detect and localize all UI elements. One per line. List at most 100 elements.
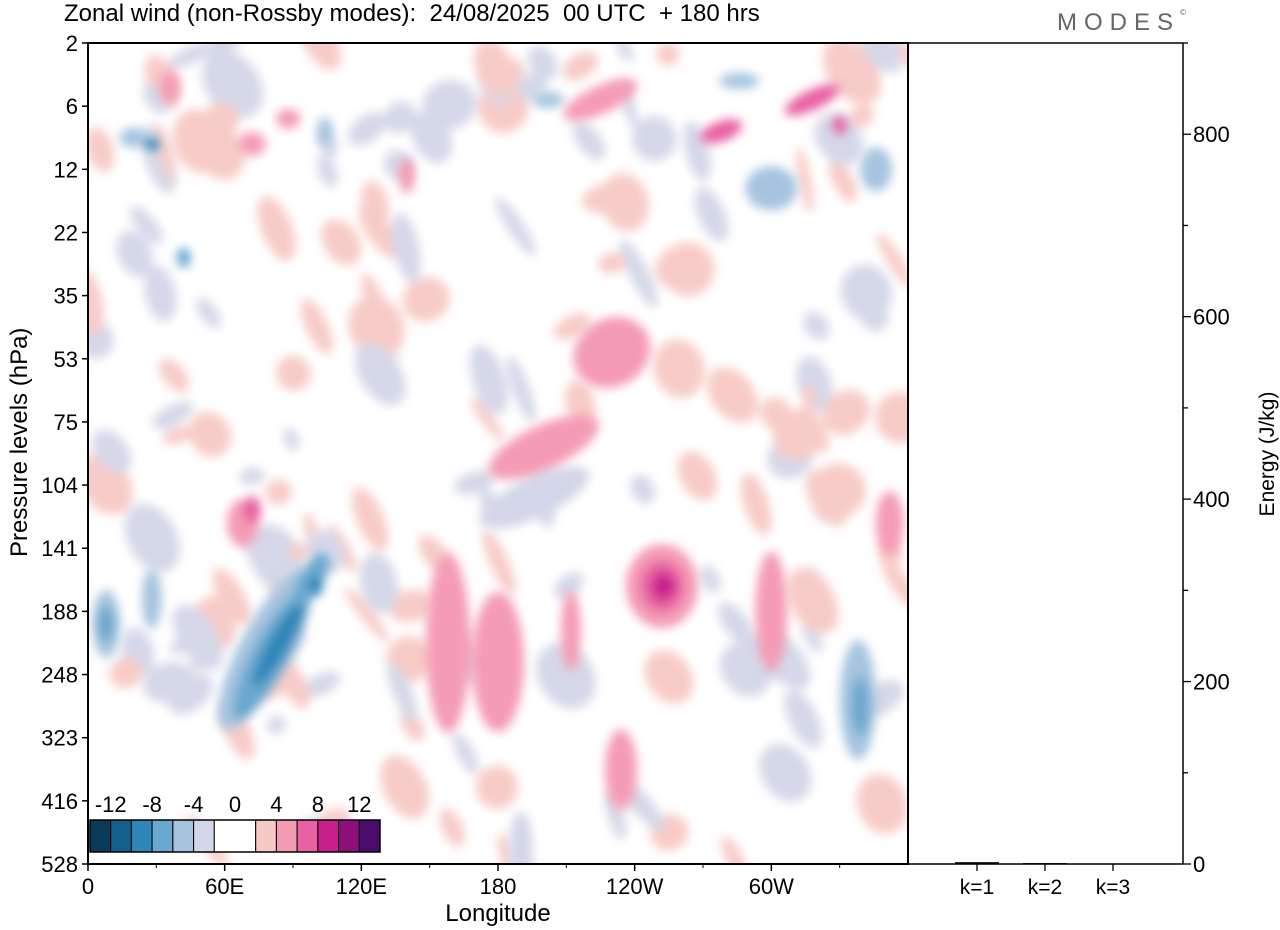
wind-patch xyxy=(656,43,680,66)
wind-core xyxy=(243,496,261,525)
energy-category-label: k=2 xyxy=(1028,876,1062,899)
wind-patch xyxy=(380,755,430,819)
heatmap-cores xyxy=(92,71,904,864)
colorbar-swatch xyxy=(317,819,340,853)
wind-patch xyxy=(348,295,405,360)
energy-tick-label: 800 xyxy=(1193,122,1230,147)
y-axis-label: Pressure levels (hPa) xyxy=(6,327,33,557)
wind-patch xyxy=(195,298,222,329)
wind-patch xyxy=(383,101,417,134)
wind-patch xyxy=(387,662,418,722)
wind-core xyxy=(276,108,301,129)
wind-patch xyxy=(359,553,399,614)
wind-patch xyxy=(719,642,771,697)
colorbar-swatch xyxy=(338,819,360,853)
colorbar-swatch xyxy=(358,819,381,853)
logo-mark: © xyxy=(1180,8,1186,17)
wind-patch xyxy=(143,662,196,704)
y-tick-label: 53 xyxy=(54,347,78,372)
wind-patch xyxy=(91,429,132,473)
wind-core xyxy=(700,119,743,144)
energy-bar-k=2 xyxy=(1023,863,1067,865)
colorbar-frame xyxy=(89,819,381,853)
y-tick-label: 12 xyxy=(54,157,78,182)
wind-patch xyxy=(88,269,104,335)
colorbar-label: 8 xyxy=(312,792,324,817)
wind-core xyxy=(560,590,581,671)
wind-patch xyxy=(402,277,450,322)
wind-patch xyxy=(300,43,342,70)
y-tick-label: 528 xyxy=(41,852,78,877)
wind-patch xyxy=(784,690,823,749)
colorbar-swatch xyxy=(130,819,153,853)
y-tick-label: 141 xyxy=(41,536,78,561)
wind-patch xyxy=(454,470,495,495)
wind-patch xyxy=(289,542,308,561)
y-tick-label: 2 xyxy=(66,31,78,56)
wind-core xyxy=(755,551,788,672)
wind-patch xyxy=(605,787,627,841)
wind-core xyxy=(160,71,180,104)
wind-core xyxy=(605,729,637,810)
wind-core xyxy=(488,414,599,480)
wind-patch xyxy=(876,233,908,288)
colorbar-swatch xyxy=(110,819,132,853)
wind-patch xyxy=(598,252,626,274)
wind-feature-negative xyxy=(176,247,191,268)
heatmap-layer xyxy=(88,43,908,864)
colorbar-swatch xyxy=(172,819,195,853)
colorbar-swatch xyxy=(275,819,298,853)
wind-patch xyxy=(124,503,180,573)
x-tick-label: 60E xyxy=(205,874,244,899)
wind-patch xyxy=(193,126,246,180)
wind-patch xyxy=(190,649,216,671)
colorbar-swatch xyxy=(213,819,257,853)
wind-patch xyxy=(388,589,433,623)
energy-axis-label: Energy (J/kg) xyxy=(1256,391,1279,517)
wind-core xyxy=(316,117,333,146)
wind-patch xyxy=(898,43,908,69)
wind-patch xyxy=(822,389,870,436)
wind-patch xyxy=(498,832,514,864)
wind-patch xyxy=(707,367,759,423)
wind-patch xyxy=(257,196,296,262)
wind-patch xyxy=(582,181,636,214)
wind-patch xyxy=(861,43,899,72)
colorbar-swatch xyxy=(151,819,174,853)
wind-patch xyxy=(168,43,212,69)
wind-core xyxy=(119,127,148,148)
wind-core xyxy=(398,157,415,194)
colorbar-label: 0 xyxy=(229,792,241,817)
wind-patch xyxy=(267,715,286,735)
wind-patch xyxy=(155,123,175,183)
wind-core xyxy=(472,591,524,732)
wind-patch xyxy=(152,401,194,430)
wind-patch xyxy=(482,529,516,595)
wind-patch xyxy=(848,104,875,129)
wind-core xyxy=(425,553,470,733)
colorbar-swatch xyxy=(193,819,215,853)
wind-patch xyxy=(352,487,389,551)
colorbar-swatch xyxy=(89,819,112,853)
wind-core xyxy=(719,72,760,89)
wind-patch xyxy=(302,671,341,698)
energy-bar-layer: k=1 k=2 k=3 xyxy=(955,862,1135,899)
wind-feature-positive xyxy=(832,115,847,136)
wind-patch xyxy=(300,298,334,354)
y-tick-label: 188 xyxy=(41,599,78,624)
wind-patch xyxy=(800,385,817,407)
wind-patch xyxy=(469,344,508,415)
energy-category-label: k=3 xyxy=(1096,876,1130,899)
wind-core xyxy=(532,91,565,108)
logo-text: MODES xyxy=(1057,9,1181,36)
wind-patch xyxy=(699,565,721,593)
wind-patch xyxy=(495,197,536,256)
wind-patch xyxy=(653,339,705,398)
energy-category-label: k=1 xyxy=(960,876,994,899)
wind-patch xyxy=(536,643,596,709)
energy-bar-k=1 xyxy=(955,862,999,864)
wind-patch xyxy=(476,765,518,809)
wind-patch xyxy=(644,650,694,704)
wind-patch xyxy=(158,358,190,393)
